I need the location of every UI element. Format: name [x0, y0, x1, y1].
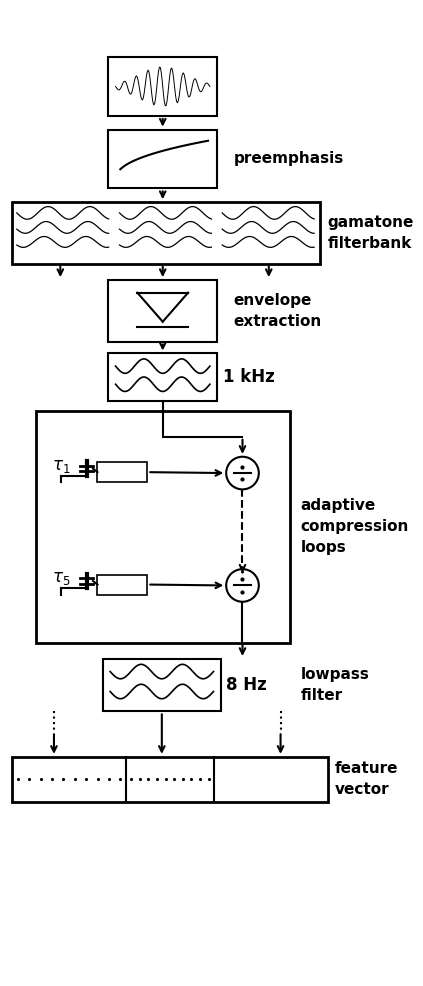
Text: 1 kHz: 1 kHz — [222, 368, 274, 386]
Bar — [108, 353, 217, 400]
Bar — [97, 462, 147, 482]
Bar — [108, 280, 217, 341]
Bar — [12, 757, 328, 802]
Bar — [12, 202, 321, 263]
Text: preemphasis: preemphasis — [233, 152, 343, 167]
Text: gamatone
filterbank: gamatone filterbank — [328, 215, 414, 250]
Bar — [97, 575, 147, 595]
Text: 8 Hz: 8 Hz — [226, 676, 267, 694]
Text: adaptive
compression
loops: adaptive compression loops — [300, 499, 409, 555]
Text: lowpass
filter: lowpass filter — [300, 668, 369, 703]
Text: $\tau_5$: $\tau_5$ — [52, 569, 71, 588]
Text: $\tau_1$: $\tau_1$ — [52, 457, 71, 475]
Bar — [108, 129, 217, 188]
Ellipse shape — [226, 569, 259, 601]
Bar — [36, 411, 290, 643]
Ellipse shape — [226, 457, 259, 489]
Bar — [103, 659, 221, 712]
Bar — [108, 57, 217, 116]
Text: envelope
extraction: envelope extraction — [233, 293, 321, 328]
Text: feature
vector: feature vector — [335, 761, 398, 798]
